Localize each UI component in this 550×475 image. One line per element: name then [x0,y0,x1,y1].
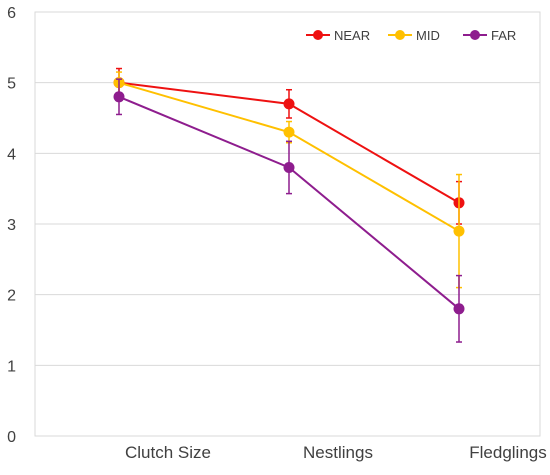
data-point [283,161,295,173]
y-tick-label: 3 [7,217,16,234]
data-point [453,225,465,237]
y-tick-label: 6 [7,5,16,22]
data-point [453,303,465,315]
x-category-label: Clutch Size [125,443,211,462]
x-category-label: Fledglings [469,443,547,462]
data-point [113,91,125,103]
legend-marker [470,30,480,40]
legend-label: MID [416,28,440,43]
x-category-label: Nestlings [303,443,373,462]
series-group [113,67,465,343]
legend-item-near: NEAR [306,28,370,43]
legend: NEAR MID FAR [306,28,516,43]
y-tick-label: 4 [7,146,16,163]
y-tick-label: 0 [7,429,16,446]
data-point [283,98,295,110]
legend-item-far: FAR [463,28,516,43]
legend-item-mid: MID [388,28,440,43]
y-tick-label: 1 [7,358,16,375]
y-tick-label: 5 [7,76,16,93]
x-axis-category-labels: Clutch Size Nestlings Fledglings [125,443,547,462]
gridlines [35,82,540,366]
legend-label: NEAR [334,28,370,43]
series-far [113,78,465,343]
legend-label: FAR [491,28,516,43]
legend-marker [313,30,323,40]
y-axis-tick-labels: 0 1 2 3 4 5 6 [7,5,16,446]
legend-marker [395,30,405,40]
y-tick-label: 2 [7,288,16,305]
data-point [283,126,295,138]
